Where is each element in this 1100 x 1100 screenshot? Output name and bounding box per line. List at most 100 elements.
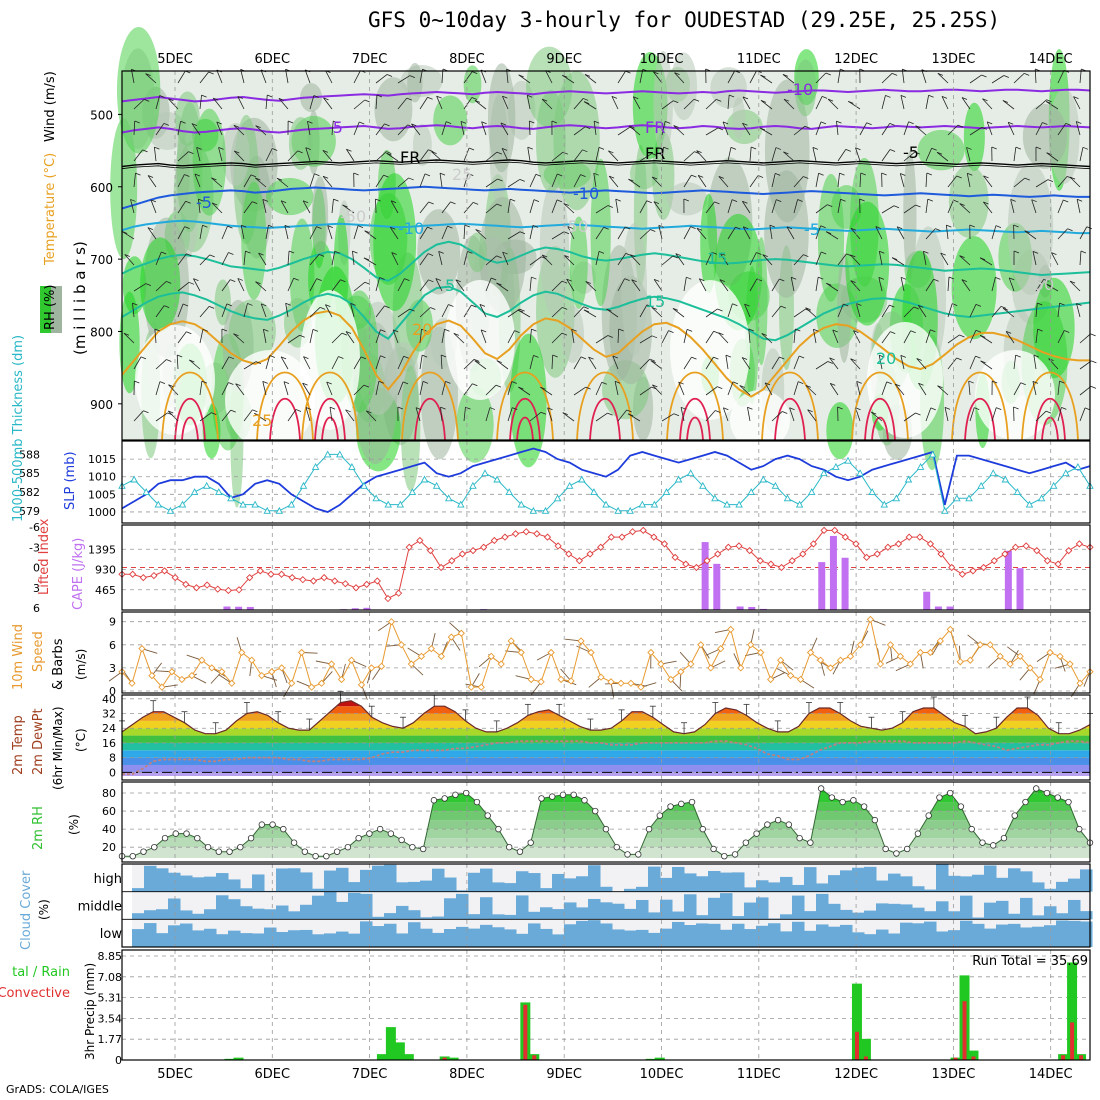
wind-barb: [639, 304, 648, 318]
wind-barb: [302, 382, 311, 396]
wind-barb-flag: [511, 381, 517, 384]
wind-speed-marker: [258, 671, 266, 680]
wind-barb: [441, 201, 451, 214]
contour-label: 25: [452, 165, 472, 184]
wind-barb: [672, 308, 685, 318]
rh-marker: [226, 848, 233, 855]
cloud-fraction-bar: [1044, 906, 1057, 920]
lifted-index-marker: [820, 526, 828, 535]
wind-barb: [1002, 307, 1015, 318]
wind-barb: [961, 97, 971, 110]
wind-barb-flag: [730, 146, 737, 150]
wind-speed-marker: [437, 652, 445, 660]
wind-barb: [793, 199, 798, 214]
wind-barb: [346, 149, 355, 162]
wind-barb-flag: [540, 411, 547, 415]
cloud-fraction-bar: [792, 895, 805, 920]
wind-barb-flag: [725, 354, 732, 358]
hot-contour: [174, 397, 206, 441]
wind-barb: [1035, 410, 1047, 422]
rh-marker: [903, 845, 911, 853]
rh-marker: [161, 834, 169, 842]
wind-barb: [683, 174, 692, 188]
temperature-tick-label: 40: [102, 693, 116, 706]
precip-convective-bar: [863, 1056, 868, 1060]
lifted-index-marker: [979, 563, 988, 572]
rh-shade: [456, 386, 494, 463]
contour-label: -10: [573, 184, 599, 203]
wind-barb: [595, 382, 603, 396]
temperature-unit-label: (°C): [74, 728, 88, 752]
wind-speed-marker: [1066, 660, 1074, 668]
cloud-fraction-bar: [828, 926, 841, 947]
wind-speed-marker: [667, 675, 675, 684]
rh-shade: [192, 108, 226, 216]
rh-marker: [946, 789, 954, 797]
wind-barb: [680, 407, 685, 422]
wind-barb-flag: [481, 121, 487, 125]
wind-speed-marker: [836, 656, 845, 664]
lifted-index-marker: [703, 557, 711, 565]
wind-barb-flag: [252, 201, 258, 205]
wind-barb-flag: [900, 276, 907, 280]
warm-contour: [576, 371, 634, 441]
wind-barb: [1057, 176, 1068, 188]
wind-barb-flag: [196, 147, 202, 150]
wind-barb: [741, 357, 751, 370]
wind-barb-flag: [714, 201, 720, 205]
rh-tick-label: 80: [102, 787, 116, 800]
thickness-marker: [771, 481, 780, 489]
wind-speed-marker: [577, 637, 585, 645]
wind-barb-flag: [122, 231, 128, 234]
date-tick-bottom: 6DEC: [255, 1067, 291, 1082]
wind-barb-flag: [1069, 176, 1076, 180]
rh-marker: [828, 794, 836, 801]
lifted-index-marker: [682, 560, 690, 568]
wind-barb: [705, 386, 718, 396]
cloud-fraction-bar: [672, 921, 685, 947]
cloud-fraction-bar: [996, 877, 1009, 892]
wind-barb: [415, 407, 421, 422]
thickness-marker: [1049, 481, 1058, 489]
panel-frame: [121, 694, 1091, 781]
wind-barb-flag: [209, 306, 215, 309]
wind-barb-flag: [855, 147, 861, 151]
pressure-tick-label: 800: [90, 325, 113, 339]
thickness-marker: [1037, 494, 1046, 502]
wind-barb: [287, 409, 297, 422]
panel-frame: [121, 949, 1091, 1061]
wind-barb-flag: [218, 147, 224, 150]
wind-barb-flag: [967, 172, 973, 176]
cloud-fraction-bar: [636, 899, 649, 920]
wind-barb-flag: [933, 278, 939, 282]
rh-marker: [613, 843, 620, 851]
wind-barb: [661, 413, 675, 422]
cloud-fraction-bar: [456, 893, 469, 920]
wind-barb-flag: [201, 94, 207, 98]
thickness-marker: [239, 500, 247, 508]
wind-speed-marker: [128, 679, 136, 687]
isotherm-line: [121, 185, 1090, 210]
wind-barb: [305, 407, 311, 422]
cloud-fraction-bar: [600, 886, 613, 892]
thickness-marker: [904, 475, 913, 483]
wind-barb: [419, 329, 422, 344]
contour-label: 15: [645, 292, 665, 311]
wind-barb: [441, 225, 448, 240]
wind-barb-flag: [608, 150, 614, 154]
wind-barb-flag: [189, 359, 195, 363]
wind-barb: [529, 225, 534, 240]
wind-barb: [375, 198, 377, 214]
wind-barb-flag: [995, 225, 1002, 228]
wind-barb: [233, 333, 245, 344]
wind-barb: [221, 225, 228, 240]
wind-barb-flag: [686, 276, 692, 280]
cloud-fraction-bar: [876, 929, 889, 947]
cloud-fraction-bar: [984, 928, 997, 947]
rh-shade: [755, 237, 768, 366]
wind-barb-flag: [607, 412, 613, 416]
lifted-index-marker: [256, 567, 264, 575]
wind-barb-flag: [940, 252, 946, 256]
wind-barb-flag: [975, 329, 982, 333]
